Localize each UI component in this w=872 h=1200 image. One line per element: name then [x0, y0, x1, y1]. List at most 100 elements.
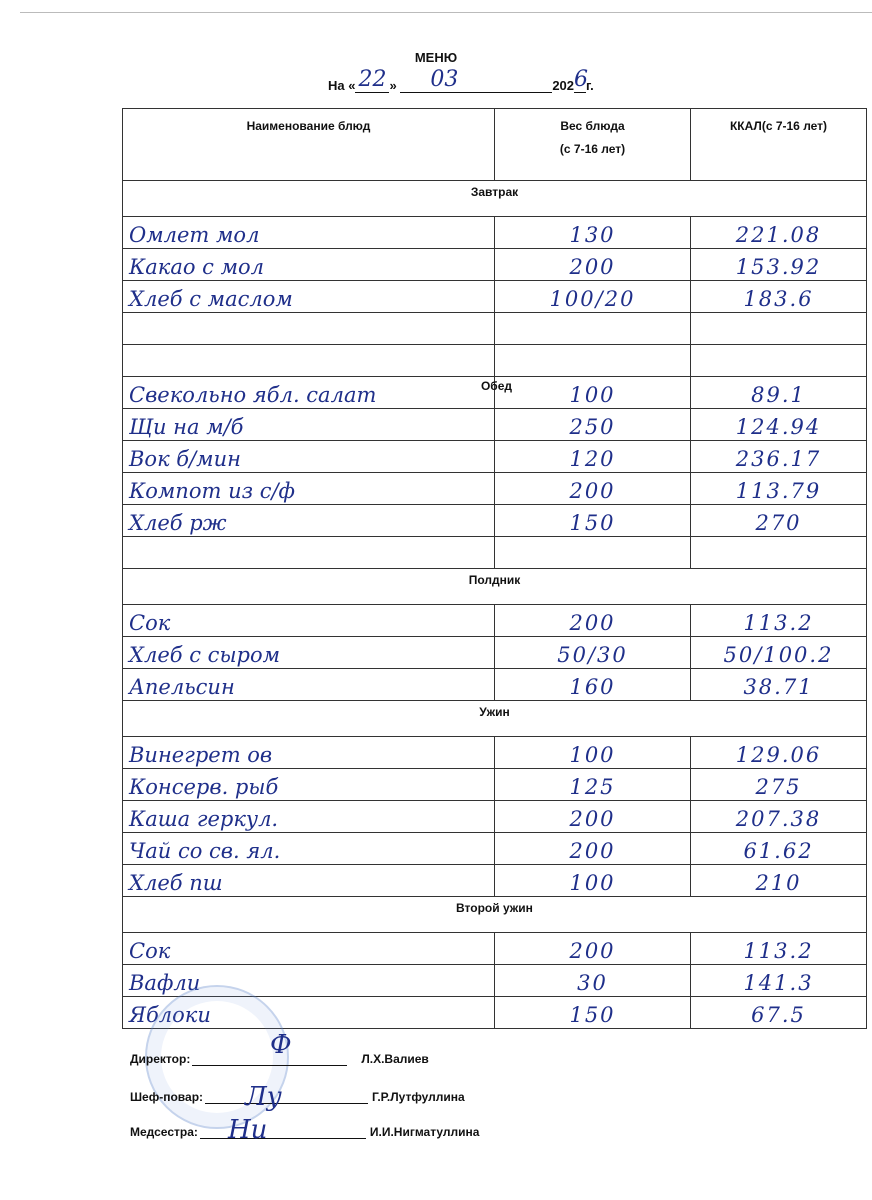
dish-kcal-text: 113.2 — [743, 611, 814, 635]
year-blank: 6 — [574, 67, 588, 93]
dish-kcal-text: 38.71 — [743, 675, 814, 699]
table-row: Сок 200 113.2 — [122, 932, 867, 965]
table-row — [122, 344, 867, 377]
table-row: Винегрет ов 100 129.06 — [122, 736, 867, 769]
dish-name: Сок — [122, 604, 495, 637]
dish-weight: 100/20 — [494, 280, 691, 313]
dish-weight: 250 — [494, 408, 691, 441]
dish-weight: 150 — [494, 504, 691, 537]
dish-weight-text: 100 — [569, 383, 616, 407]
dish-kcal-text: 89.1 — [751, 383, 806, 407]
dish-kcal-text: 124.94 — [735, 415, 822, 439]
dish-name-text: Компот из с/ф — [129, 479, 295, 503]
dish-weight: 200 — [494, 932, 691, 965]
date-prefix: На « — [328, 78, 356, 93]
dish-name-text: Хлеб рж — [129, 511, 227, 535]
dish-weight-text: 100 — [569, 743, 616, 767]
table-row: Каша геркул. 200 207.38 — [122, 800, 867, 833]
month-value: 03 — [430, 67, 459, 92]
dish-weight: 100 — [494, 736, 691, 769]
year-suffix: г. — [586, 78, 594, 93]
table-row: Хлеб пш 100 210 — [122, 864, 867, 897]
dish-kcal: 207.38 — [690, 800, 867, 833]
dish-kcal: 141.3 — [690, 964, 867, 997]
dish-name: Хлеб пш — [122, 864, 495, 897]
dish-kcal: 210 — [690, 864, 867, 897]
header-weight-label: Вес блюда — [560, 119, 625, 133]
dish-name: Апельсин — [122, 668, 495, 701]
signer-name: И.И.Нигматуллина — [369, 1125, 480, 1139]
dish-weight: 125 — [494, 768, 691, 801]
dish-kcal: 89.1 — [690, 376, 867, 409]
dish-name-text: Каша геркул. — [129, 807, 279, 831]
dish-name-text: Хлеб пш — [129, 871, 223, 895]
dish-kcal: 183.6 — [690, 280, 867, 313]
dish-name: Сок — [122, 932, 495, 965]
dish-weight: 100 — [494, 864, 691, 897]
date-mid: » — [389, 78, 397, 93]
dish-name: Консерв. рыб — [122, 768, 495, 801]
dish-kcal-text: 61.62 — [743, 839, 814, 863]
dish-kcal — [690, 536, 867, 569]
dish-weight-text: 130 — [569, 223, 616, 247]
dish-name: Вок б/мин — [122, 440, 495, 473]
table-row: Консерв. рыб 125 275 — [122, 768, 867, 801]
dish-weight: 100 — [494, 376, 691, 409]
section-row-3: Ужин — [122, 700, 867, 737]
dish-kcal: 153.92 — [690, 248, 867, 281]
dish-kcal: 221.08 — [690, 216, 867, 249]
dish-weight: 150 — [494, 996, 691, 1029]
year-digit: 6 — [574, 67, 589, 92]
signature-blank — [205, 1091, 369, 1104]
dish-name-text: Какао с мол — [129, 255, 265, 279]
dish-weight — [494, 344, 691, 377]
table-row: Омлет мол 130 221.08 — [122, 216, 867, 249]
dish-weight-text: 160 — [569, 675, 616, 699]
section-row-4: Второй ужин — [122, 896, 867, 933]
dish-kcal-text: 183.6 — [743, 287, 814, 311]
dish-kcal: 270 — [690, 504, 867, 537]
dish-weight-text: 150 — [569, 511, 616, 535]
table-row: Свекольно ябл. салат Обед 100 89.1 — [122, 376, 867, 409]
dish-kcal: 38.71 — [690, 668, 867, 701]
dish-kcal-text: 270 — [755, 511, 802, 535]
table-row: Вок б/мин 120 236.17 — [122, 440, 867, 473]
section-title: Второй ужин — [122, 896, 867, 933]
signature-line: Медсестра: И.И.Нигматуллина — [130, 1125, 479, 1139]
year-prefix: 202 — [552, 78, 575, 93]
dish-weight-text: 125 — [569, 775, 616, 799]
table-row: Чай со св. ял. 200 61.62 — [122, 832, 867, 865]
signature-line: Шеф-повар: Г.Р.Лутфуллина — [130, 1090, 465, 1104]
table-row: Сок 200 113.2 — [122, 604, 867, 637]
signature-blank — [192, 1053, 348, 1066]
dish-weight: 200 — [494, 800, 691, 833]
dish-name: Хлеб рж — [122, 504, 495, 537]
dish-name: Компот из с/ф — [122, 472, 495, 505]
dish-name-text: Хлеб с сыром — [129, 643, 281, 667]
dish-kcal-text: 221.08 — [735, 223, 822, 247]
date-line: На «22» 03 202 6 г. — [328, 67, 594, 93]
section-row-0: Завтрак — [122, 180, 867, 217]
dish-kcal-text: 207.38 — [735, 807, 822, 831]
section-title: Ужин — [122, 700, 867, 737]
dish-name — [122, 344, 495, 377]
dish-weight: 200 — [494, 248, 691, 281]
signer-name: Л.Х.Валиев — [361, 1052, 429, 1066]
dish-name: Омлет мол — [122, 216, 495, 249]
dish-name: Хлеб с сыром — [122, 636, 495, 669]
dish-weight-text: 200 — [569, 255, 616, 279]
dish-weight-text: 200 — [569, 839, 616, 863]
dish-kcal-text: 67.5 — [751, 1003, 806, 1027]
dish-name: Вафли — [122, 964, 495, 997]
official-stamp — [145, 985, 289, 1129]
section-title: Полдник — [122, 568, 867, 605]
dish-name: Щи на м/б — [122, 408, 495, 441]
nurse-signature: Ни — [228, 1115, 268, 1145]
signature-role: Шеф-повар: — [130, 1090, 204, 1104]
dish-weight-text: 250 — [569, 415, 616, 439]
director-signature: Ф — [270, 1030, 292, 1060]
table-row — [122, 536, 867, 569]
dish-kcal-text: 275 — [755, 775, 802, 799]
dish-kcal-text: 141.3 — [743, 971, 814, 995]
dish-weight-text: 120 — [569, 447, 616, 471]
